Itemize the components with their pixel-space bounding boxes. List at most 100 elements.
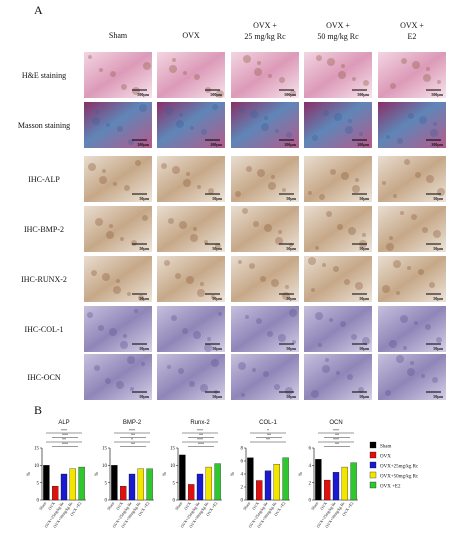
tissue-texture bbox=[88, 163, 96, 171]
tissue-texture bbox=[171, 315, 177, 321]
tissue-texture bbox=[239, 107, 245, 113]
y-tick-label: 5 bbox=[105, 481, 108, 486]
tissue-texture bbox=[167, 365, 171, 369]
tissue-texture bbox=[193, 331, 201, 339]
column-header: Sham bbox=[109, 31, 128, 40]
scale-bar-label: 50μm bbox=[139, 296, 149, 301]
row-label: IHC-COL-1 bbox=[24, 325, 63, 334]
tissue-texture bbox=[432, 377, 438, 383]
tissue-texture bbox=[243, 55, 251, 63]
tissue-texture bbox=[285, 387, 293, 395]
tissue-texture bbox=[279, 77, 285, 83]
scale-bar-label: 50μm bbox=[139, 196, 149, 201]
scale-bar-label: 50μm bbox=[286, 394, 296, 399]
scale-bar-label: 50μm bbox=[212, 246, 222, 251]
bar bbox=[196, 473, 204, 501]
tissue-texture bbox=[290, 90, 296, 96]
tissue-texture bbox=[197, 185, 201, 189]
tissue-texture bbox=[271, 279, 279, 287]
bar bbox=[146, 468, 153, 501]
tissue-texture bbox=[109, 224, 113, 228]
tissue-texture bbox=[386, 243, 394, 251]
tissue-texture bbox=[105, 378, 111, 384]
significance-label: *** bbox=[198, 442, 204, 447]
tissue-texture bbox=[113, 182, 117, 186]
tissue-texture bbox=[264, 224, 272, 232]
tissue-texture bbox=[117, 126, 123, 132]
tissue-texture bbox=[285, 285, 289, 289]
tissue-texture bbox=[178, 368, 184, 374]
scale-bar-label: 50μm bbox=[212, 394, 222, 399]
significance-label: *** bbox=[129, 428, 135, 433]
tissue-texture bbox=[325, 358, 329, 362]
y-tick-label: 5 bbox=[173, 481, 176, 486]
tissue-texture bbox=[235, 191, 241, 197]
significance-label: ** bbox=[131, 433, 135, 438]
legend-label: Sham bbox=[380, 445, 392, 450]
scale-bar-label: 50μm bbox=[286, 246, 296, 251]
tissue-texture bbox=[352, 77, 356, 81]
significance-label: ** bbox=[335, 433, 339, 438]
tissue-texture bbox=[338, 71, 346, 79]
tissue-texture bbox=[135, 160, 141, 166]
tissue-texture bbox=[179, 113, 183, 117]
x-tick-label: OVX bbox=[319, 501, 328, 511]
tissue-texture bbox=[201, 129, 207, 135]
scale-bar-label: 50μm bbox=[359, 394, 369, 399]
y-tick-label: 10 bbox=[170, 464, 176, 469]
y-tick-label: 15 bbox=[170, 447, 176, 452]
bar bbox=[350, 462, 357, 501]
chart-title: ALP bbox=[58, 420, 69, 426]
tissue-texture bbox=[401, 58, 407, 64]
tissue-texture bbox=[249, 263, 255, 269]
tissue-texture bbox=[123, 334, 127, 338]
tissue-texture bbox=[400, 315, 408, 323]
bar bbox=[341, 466, 348, 501]
tissue-texture bbox=[333, 266, 339, 272]
tissue-texture bbox=[102, 169, 106, 173]
tissue-texture bbox=[282, 188, 286, 192]
tissue-texture bbox=[246, 166, 252, 172]
tissue-texture bbox=[175, 273, 181, 279]
y-tick-label: 15 bbox=[102, 447, 108, 452]
significance-label: *** bbox=[333, 437, 339, 442]
row-label: H&E staining bbox=[22, 71, 66, 80]
tissue-texture bbox=[190, 234, 198, 242]
tissue-texture bbox=[216, 90, 224, 98]
tissue-texture bbox=[134, 309, 138, 313]
significance-label: ** bbox=[267, 433, 271, 438]
row-label: Masson staining bbox=[18, 121, 70, 130]
tissue-texture bbox=[130, 387, 134, 391]
scale-bar-label: 50μm bbox=[433, 394, 443, 399]
tissue-texture bbox=[292, 340, 296, 344]
tissue-texture bbox=[268, 182, 276, 190]
tissue-texture bbox=[389, 340, 397, 348]
scale-bar-label: 500μm bbox=[137, 92, 149, 97]
legend-label: OVX +E2 bbox=[380, 485, 401, 490]
legend-swatch bbox=[369, 451, 377, 459]
tissue-texture bbox=[116, 381, 124, 389]
tissue-texture bbox=[207, 337, 211, 341]
tissue-texture bbox=[330, 169, 336, 175]
y-tick-label: 0 bbox=[241, 499, 244, 504]
tissue-texture bbox=[263, 371, 269, 377]
tissue-texture bbox=[362, 233, 366, 237]
bar bbox=[60, 473, 68, 501]
tissue-texture bbox=[268, 74, 272, 78]
tissue-texture bbox=[116, 279, 120, 283]
tissue-texture bbox=[121, 84, 127, 90]
x-tick-label: OVX bbox=[183, 501, 192, 511]
x-tick-label: Sham bbox=[310, 500, 320, 511]
tissue-texture bbox=[315, 312, 323, 320]
tissue-texture bbox=[322, 263, 326, 267]
tissue-texture bbox=[169, 65, 177, 73]
tissue-texture bbox=[124, 185, 130, 191]
y-tick-label: 6 bbox=[309, 447, 312, 452]
y-axis-label: % bbox=[95, 472, 100, 476]
tissue-texture bbox=[238, 260, 242, 264]
significance-label: *** bbox=[62, 442, 68, 447]
column-header: OVX + bbox=[326, 21, 350, 30]
y-tick-label: 6 bbox=[241, 460, 244, 465]
bar bbox=[214, 463, 221, 501]
